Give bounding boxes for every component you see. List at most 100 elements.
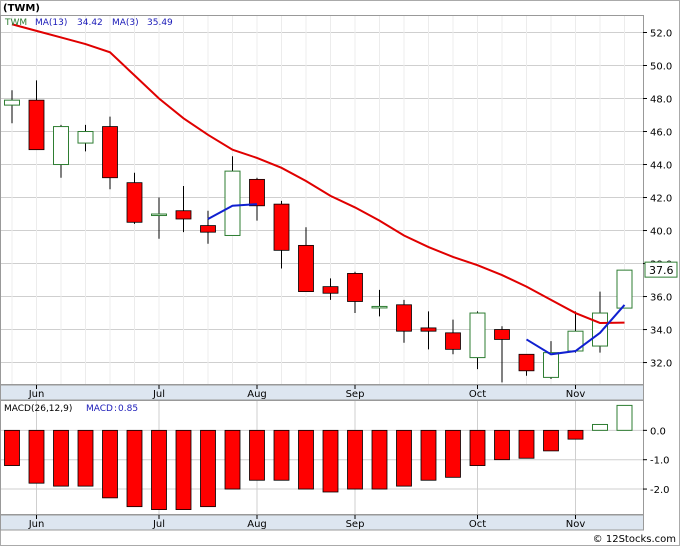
macd-legend: MACD(26,12,9) MACD : 0.85 [4,404,138,414]
legend-ma13-name: MA(13) [35,18,67,28]
candle-body-up [616,269,633,309]
candle-body-down [420,327,437,332]
macd-bar-negative [494,429,510,461]
macd-bar-negative [445,429,461,478]
macd-bar-negative [28,429,45,484]
macd-x-tick-label: Oct [469,519,486,530]
candle-body-down [298,244,314,292]
candle-body-down [396,304,412,332]
macd-bar-negative [420,429,437,481]
candle [273,200,290,269]
macd-bar-negative [126,429,143,508]
moving-average-lines [11,23,626,356]
candle-body-down [273,203,290,251]
candle-body-down [200,225,216,233]
legend-twm: TWM [4,18,27,28]
macd-x-axis-band [0,514,644,531]
candle-body-up [4,99,20,106]
price-y-tick-label: 34.0 [650,326,672,337]
macd-bar-negative [518,429,535,459]
candle-body-down [322,286,339,294]
candle [53,124,69,178]
price-y-tick-label: 44.0 [650,161,672,172]
price-y-tick-label: 32.0 [650,359,672,370]
macd-bar-negative [4,429,20,466]
candle [200,210,216,244]
macd-bar-negative [567,429,584,440]
price-x-axis: Jun Jul Aug Sep Oct Nov [0,384,644,401]
candle [4,90,20,124]
macd-y-tick-label: -2.0 [650,485,670,496]
candle [175,185,192,233]
candle-body-up [224,170,241,236]
candle [518,353,535,376]
candle [77,124,94,152]
candle-body-down [175,210,192,220]
price-y-tick-label: 52.0 [650,29,672,40]
candle-body-down [347,273,363,302]
candle [616,269,633,309]
candle-body-down [126,182,143,223]
macd-bar-negative [347,429,363,490]
price-y-tick-label: 48.0 [650,95,672,106]
price-panel: 32.034.036.038.040.042.044.046.048.050.0… [0,15,678,385]
macd-bar-negative [371,429,388,490]
macd-bar-positive [592,423,608,431]
legend-ma13-value: 34.42 [77,18,103,28]
legend-ma3-value: 35.49 [147,18,173,28]
macd-bar-negative [224,429,241,490]
macd-legend-name: MACD [86,404,113,414]
candle-body-up [592,312,608,347]
candle [494,326,510,383]
candle [445,319,461,355]
macd-y-tick-label: 0.0 [650,426,666,437]
price-y-tick-label: 46.0 [650,128,672,139]
candle [102,116,118,190]
macd-bar-negative [77,429,94,487]
macd-bar-negative [102,429,118,499]
macd-x-tick-label: Jun [28,519,45,530]
macd-bar-negative [322,429,339,493]
candle-body-down [518,353,535,372]
macd-bar-negative [396,429,412,487]
macd-panel: 0.0 -1.0 -2.0 [0,400,670,515]
candle [469,311,486,370]
macd-bars [4,404,633,510]
candle-body-up [469,312,486,359]
price-x-tick-label: Jul [152,389,165,400]
footer-credit: © 12Stocks.com [593,534,676,545]
ma13-line [11,23,625,324]
candle-body-up [543,352,559,378]
price-y-tick-label: 42.0 [650,194,672,205]
price-x-tick-label: Sep [346,389,365,400]
price-grid [1,16,643,384]
macd-bar-negative [249,429,265,481]
price-x-tick-label: Oct [469,389,486,400]
macd-title: MACD(26,12,9) [4,404,72,414]
candle [322,278,339,300]
candle [28,80,45,151]
macd-y-axis: 0.0 -1.0 -2.0 [643,426,670,496]
candle [396,299,412,343]
candle [249,177,265,221]
candle [371,289,388,317]
macd-x-axis: Jun Jul Aug Sep Oct Nov [0,514,644,531]
candle [224,156,241,236]
macd-bar-negative [543,429,559,452]
candle [151,197,167,239]
candle-body-down [445,332,461,350]
candle [543,341,559,380]
candle [126,172,143,224]
macd-x-tick-label: Jul [152,519,165,530]
macd-bar-negative [273,429,290,481]
macd-bar-negative [469,429,486,466]
macd-x-tick-label: Nov [566,519,586,530]
macd-bar-negative [53,429,69,487]
macd-x-tick-label: Sep [346,519,365,530]
macd-bar-negative [175,429,192,510]
price-x-tick-label: Aug [247,389,267,400]
macd-legend-equals: : [114,404,117,414]
candle [347,271,363,314]
